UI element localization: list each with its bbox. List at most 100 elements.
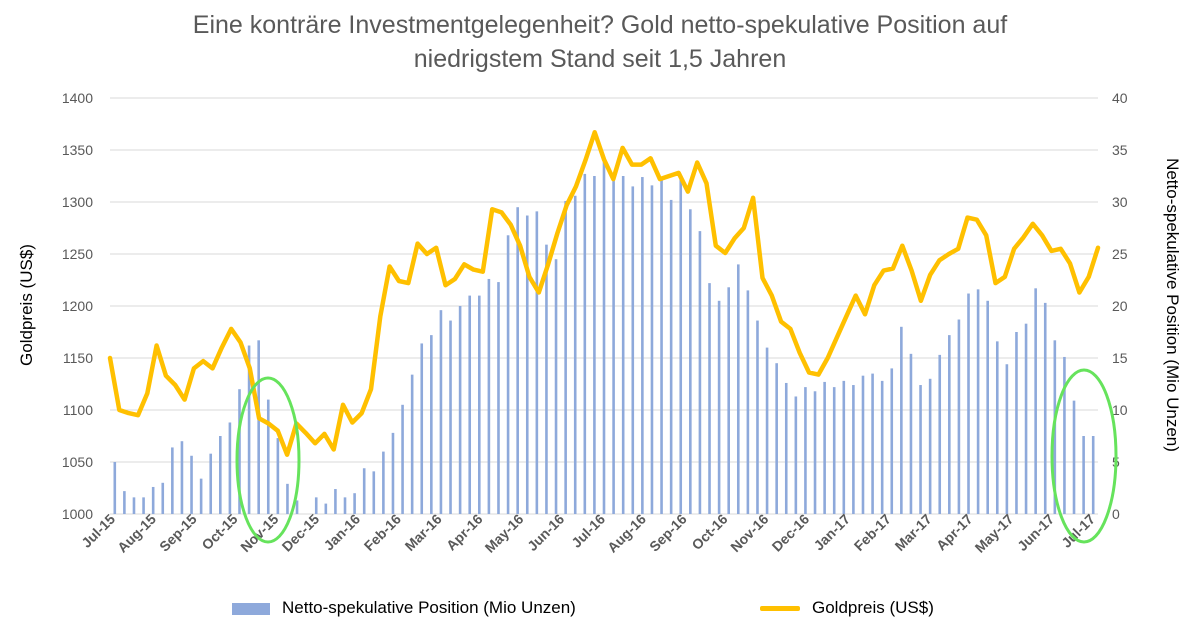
position-bar [948,335,951,514]
y-left-tick-label: 1350 [62,142,93,158]
position-bar [813,391,817,514]
position-bar [919,385,922,514]
position-bar [593,176,596,514]
position-bar [1005,364,1009,514]
y-left-tick-label: 1200 [62,298,93,314]
position-bar [1072,400,1076,514]
position-bar [535,211,539,515]
position-bar [938,354,942,514]
position-bar [545,244,548,514]
position-bar [439,310,443,514]
position-bar [276,438,280,514]
position-bar [247,345,251,514]
position-bar [449,320,452,514]
position-bar [1024,323,1028,514]
position-bar [458,306,462,514]
position-bar [132,497,136,514]
position-bar [228,422,232,514]
position-bar [1063,356,1066,514]
x-tick-label: Dec-16 [769,511,813,555]
chart-title-line-1: Eine konträre Investmentgelegenheit? Gol… [192,11,1008,39]
position-bar [554,259,558,514]
y-right-tick-label: 35 [1112,142,1128,158]
position-bar [324,503,328,514]
position-bar [478,295,481,514]
y-right-tick-label: 30 [1112,194,1128,210]
legend-swatch-bar [232,602,270,615]
x-tick-label: Feb-17 [851,511,894,554]
position-bar [976,289,980,514]
position-bar [219,436,222,514]
position-bar [410,374,414,514]
position-bar [765,347,769,514]
x-tick-label: Feb-16 [361,511,404,554]
position-bar [506,235,510,514]
goldprice-line [107,130,1101,457]
position-bar [1082,436,1085,514]
position-bar [717,300,721,514]
x-tick-label: Oct-15 [198,511,240,553]
position-bar [995,341,999,514]
position-bar [238,389,241,514]
position-bar [669,199,673,515]
x-tick-label: Mar-16 [402,511,445,554]
position-bar [583,173,587,515]
x-tick-label: Jan-17 [810,511,853,554]
x-tick-label: Jul-17 [1058,511,1098,551]
position-bar [1015,332,1018,514]
legend-swatch-line [760,606,800,612]
x-tick-label: Jun-17 [1014,511,1057,554]
position-bar [564,200,567,514]
position-bar [362,468,366,514]
position-bar [382,451,385,514]
position-bar [190,455,193,514]
y-right-tick-label: 0 [1112,506,1120,522]
chart-title: Eine konträre Investmentgelegenheit? Gol… [0,8,1200,76]
y-left-tick-label: 1150 [63,350,93,366]
position-bar [372,471,376,514]
y-left-tick-label: 1400 [62,90,93,106]
y-left-tick-label: 1300 [62,194,93,210]
position-bar [727,287,730,514]
position-bar [641,177,644,515]
legend-label-position: Netto-spekulative Position (Mio Unzen) [282,598,576,617]
y-right-tick-label: 25 [1112,246,1128,262]
position-bar [756,320,759,514]
y-right-tick-label: 15 [1112,350,1128,366]
y-left-tick-label: 1000 [62,506,93,522]
position-bar [794,396,798,514]
y-right-tick-label: 20 [1112,298,1128,314]
position-bar [832,387,836,514]
position-bar [420,343,424,514]
chart-title-line-2: niedrigstem Stand seit 1,5 Jahren [413,45,787,73]
x-tick-label: Jan-16 [320,511,363,554]
x-tick-label: Aug-15 [114,511,159,556]
legend-item-goldprice: Goldpreis (US$) [760,598,934,618]
position-bar [698,231,702,514]
position-bar [468,295,472,514]
position-bar [257,340,260,514]
x-tick-label: Nov-16 [727,511,771,555]
annotation-ellipse-jul17 [1050,368,1118,544]
position-bar [784,382,788,514]
position-bar [391,432,395,514]
position-bar [266,399,270,514]
position-bar [871,373,874,514]
position-bar [957,319,961,514]
x-tick-label: Dec-15 [279,511,323,555]
position-bar [180,441,184,514]
x-tick-label: Sep-15 [156,511,200,555]
annotation-ellipse-nov15 [235,376,301,544]
x-tick-label: May-17 [972,511,1017,556]
x-tick-label: Sep-16 [646,511,690,555]
position-bar [286,483,289,514]
position-bar [525,215,529,514]
y-right-tick-label: 40 [1112,90,1128,106]
position-bar [880,380,884,514]
position-bar [199,478,203,514]
position-bar [900,326,903,514]
x-tick-label: May-16 [482,511,527,556]
position-bar [852,385,855,514]
position-bar [1043,302,1047,514]
